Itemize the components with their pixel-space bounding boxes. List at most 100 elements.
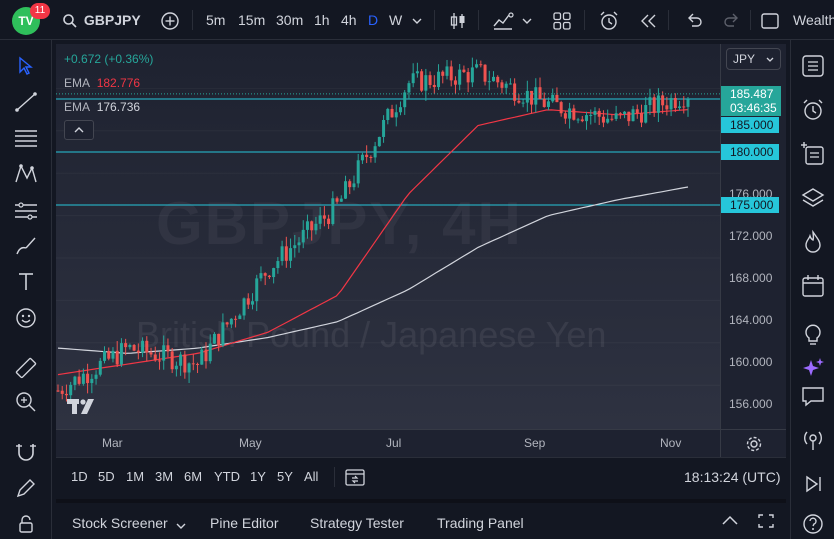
- candle-body: [631, 109, 635, 122]
- chats-button[interactable]: [799, 382, 827, 410]
- compare-button[interactable]: [160, 0, 180, 40]
- flame-icon: [805, 229, 821, 253]
- stock-screener-dropdown[interactable]: [176, 518, 186, 536]
- interval-dropdown[interactable]: [412, 0, 422, 40]
- prediction-tool[interactable]: [12, 196, 40, 224]
- price-chart: [56, 57, 720, 404]
- tab-strategy-tester[interactable]: Strategy Tester: [310, 515, 404, 531]
- candle-body: [563, 113, 567, 119]
- watchlist-label[interactable]: Wealth: [793, 12, 834, 28]
- goto-date-button[interactable]: [344, 467, 366, 492]
- alert-button[interactable]: [598, 0, 620, 40]
- legend-ema-1[interactable]: EMA 182.776: [64, 75, 140, 91]
- interval-4h[interactable]: 4h: [341, 12, 357, 28]
- interval-w[interactable]: W: [389, 12, 403, 28]
- text-tool[interactable]: [12, 268, 40, 296]
- range-5d[interactable]: 5D: [98, 469, 115, 484]
- collapse-legend-button[interactable]: [64, 120, 94, 140]
- object-tree-button[interactable]: [799, 140, 827, 168]
- text-icon: [19, 273, 33, 290]
- legend-change: +0.672 (+0.36%): [64, 51, 153, 67]
- calendar-button[interactable]: [799, 272, 827, 300]
- brush-tool[interactable]: [12, 232, 40, 260]
- help-button[interactable]: [799, 510, 827, 538]
- pattern-tool[interactable]: [12, 160, 40, 188]
- symbol-name: GBPJPY: [83, 12, 141, 28]
- range-1d[interactable]: 1D: [71, 469, 88, 484]
- bar-countdown: 03:46:35: [730, 101, 777, 115]
- indicators-button[interactable]: [492, 0, 514, 40]
- maximize-panel-button[interactable]: [756, 512, 776, 535]
- projection-icon: [15, 202, 37, 220]
- candle-body: [149, 352, 153, 355]
- alerts-button[interactable]: [799, 96, 827, 124]
- candle-body: [111, 350, 115, 359]
- range-ytd[interactable]: YTD: [214, 469, 240, 484]
- chart-pane[interactable]: GBPJPY, 4H British Pound / Japanese Yen …: [56, 44, 720, 429]
- range-3m[interactable]: 3M: [155, 469, 174, 484]
- candlestick-icon: [450, 13, 465, 30]
- candle-body: [475, 64, 479, 68]
- chevron-down-icon: [176, 523, 186, 529]
- cursor-tool[interactable]: [12, 52, 40, 80]
- time-axis[interactable]: Mar May Jul Sep Nov: [56, 429, 720, 457]
- chart-type-button[interactable]: [448, 0, 468, 40]
- layers-button[interactable]: [799, 184, 827, 212]
- candle-body: [297, 242, 301, 246]
- interval-d[interactable]: D: [368, 12, 379, 28]
- price-axis[interactable]: JPY 185.487 03:46:35 185.000 180.000 176…: [720, 44, 786, 429]
- replay-button[interactable]: [638, 0, 658, 40]
- candle-body: [200, 349, 204, 365]
- interval-15m[interactable]: 15m: [238, 12, 266, 28]
- range-6m[interactable]: 6M: [184, 469, 203, 484]
- fib-tool[interactable]: [12, 124, 40, 152]
- replay-trading-button[interactable]: [799, 470, 827, 498]
- measure-tool[interactable]: [12, 354, 40, 382]
- indicators-dropdown[interactable]: [522, 0, 532, 40]
- layouts-button[interactable]: [552, 0, 572, 40]
- range-5y[interactable]: 5Y: [277, 469, 293, 484]
- undo-button[interactable]: [684, 0, 704, 40]
- fullscreen-button[interactable]: [760, 0, 780, 40]
- redo-button[interactable]: [722, 0, 742, 40]
- expand-panel-button[interactable]: [720, 513, 740, 534]
- streams-button[interactable]: [799, 426, 827, 454]
- candle-body: [69, 384, 73, 396]
- tab-pine-editor[interactable]: Pine Editor: [210, 515, 279, 531]
- lock-tool[interactable]: [12, 510, 40, 538]
- interval-1h[interactable]: 1h: [314, 12, 330, 28]
- interval-30m[interactable]: 30m: [276, 12, 304, 28]
- legend-ema-2[interactable]: EMA 176.736: [64, 99, 140, 115]
- zoom-tool[interactable]: [12, 388, 40, 416]
- tab-stock-screener[interactable]: Stock Screener: [72, 515, 168, 531]
- assistant-button[interactable]: [799, 354, 827, 382]
- magnet-tool[interactable]: [12, 438, 40, 466]
- candle-body: [221, 322, 225, 346]
- range-1m[interactable]: 1M: [126, 469, 145, 484]
- candle-body: [673, 97, 677, 109]
- candle-body: [276, 261, 280, 269]
- chart-settings-button[interactable]: [720, 429, 786, 457]
- currency-select[interactable]: JPY: [726, 48, 781, 70]
- utc-clock[interactable]: 18:13:24 (UTC): [684, 469, 781, 485]
- tradingview-logo[interactable]: [66, 396, 100, 421]
- candle-body: [568, 108, 572, 119]
- time-tick: Nov: [660, 436, 682, 450]
- watchlist-button[interactable]: [799, 52, 827, 80]
- candle-body: [530, 90, 534, 105]
- candle-body: [263, 273, 267, 276]
- interval-5m[interactable]: 5m: [206, 12, 226, 28]
- candle-body: [542, 99, 546, 108]
- ideas-button[interactable]: [799, 320, 827, 348]
- trend-line-tool[interactable]: [12, 88, 40, 116]
- tab-trading-panel[interactable]: Trading Panel: [437, 515, 524, 531]
- range-1y[interactable]: 1Y: [250, 469, 266, 484]
- notification-badge: 11: [30, 3, 50, 19]
- candle-body: [665, 105, 669, 110]
- symbol-search[interactable]: GBPJPY: [62, 0, 141, 40]
- range-all[interactable]: All: [304, 469, 319, 484]
- candle-body: [179, 354, 183, 366]
- emoji-tool[interactable]: [12, 304, 40, 332]
- stay-drawing-tool[interactable]: [12, 474, 40, 502]
- hotlists-button[interactable]: [799, 228, 827, 256]
